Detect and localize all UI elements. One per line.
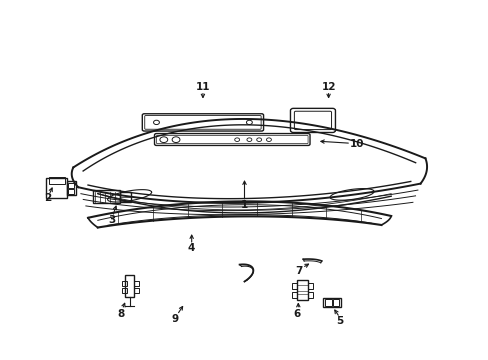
Bar <box>324 299 331 306</box>
Bar <box>93 190 120 203</box>
Text: 5: 5 <box>336 316 343 326</box>
Bar <box>68 183 74 188</box>
Bar <box>307 292 312 298</box>
Text: 9: 9 <box>171 314 178 324</box>
Bar <box>46 178 67 198</box>
Text: 4: 4 <box>186 243 194 253</box>
Bar <box>292 292 297 298</box>
Bar <box>322 298 341 307</box>
Bar <box>124 275 134 297</box>
Text: 6: 6 <box>293 309 300 319</box>
Bar <box>292 283 297 289</box>
Bar <box>307 283 312 289</box>
Bar <box>134 281 139 286</box>
Bar <box>332 299 339 306</box>
Text: 1: 1 <box>241 200 247 210</box>
Bar <box>122 281 126 286</box>
Bar <box>122 288 126 293</box>
Bar <box>49 177 64 184</box>
Text: 8: 8 <box>118 309 124 319</box>
Bar <box>297 280 307 300</box>
Bar <box>120 192 130 202</box>
Text: 11: 11 <box>195 82 210 92</box>
Text: 7: 7 <box>295 266 303 276</box>
Text: 2: 2 <box>44 193 51 203</box>
Text: 12: 12 <box>321 82 335 92</box>
Bar <box>68 189 74 194</box>
Text: 3: 3 <box>108 215 115 225</box>
Bar <box>134 288 139 293</box>
Text: 10: 10 <box>349 139 364 149</box>
Bar <box>67 181 76 195</box>
